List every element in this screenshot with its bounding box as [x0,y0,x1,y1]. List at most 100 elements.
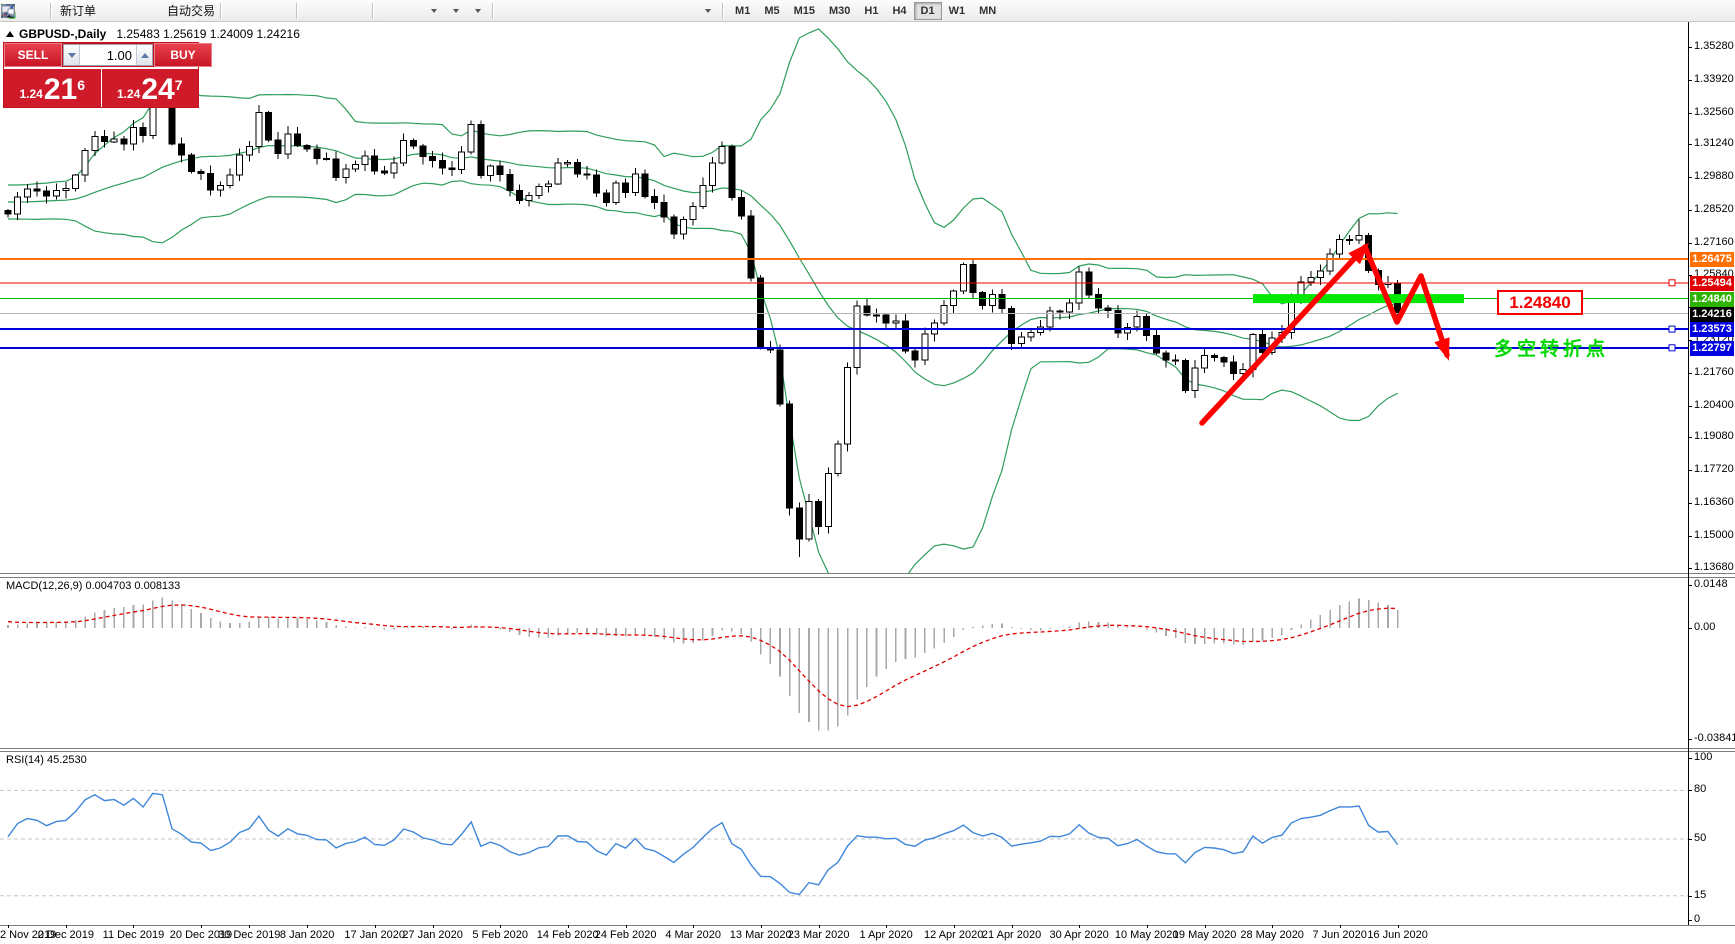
price-tick-label: 1.13680 [1694,560,1734,573]
collapse-panel-icon[interactable] [6,31,14,37]
timeframe-d1-button[interactable]: D1 [913,1,942,20]
turning-point-annotation[interactable]: 多空转折点 [1494,339,1610,360]
axis-tick [1688,502,1692,504]
expert-advisor-icon[interactable] [1,1,140,21]
date-tick-label: 20 Dec 2019 [169,929,233,941]
date-tick-label: 10 May 2020 [1114,929,1179,941]
line-handle[interactable] [1668,279,1676,287]
axis-tick [1688,405,1692,407]
volume-decrease-button[interactable] [64,45,80,65]
zoom-out-icon[interactable] [1,1,345,21]
dropdown-caret-icon[interactable] [475,8,482,13]
toolbar-separator [372,2,375,19]
chart-preview-icon[interactable] [1,1,45,21]
bollinger-band-line [8,180,1398,573]
trend-arrow[interactable] [1199,244,1368,426]
buy-button[interactable]: BUY [154,43,212,67]
date-tick-label: 8 Jan 2020 [279,929,335,941]
price-chart-canvas[interactable] [0,22,1688,573]
horizontal-line-icon[interactable] [1,1,585,21]
vertical-line-icon[interactable] [7,1,563,21]
price-tick-label: 1.29880 [1694,170,1734,183]
volume-increase-button[interactable] [136,45,152,65]
fibonacci-icon[interactable]: F [1,1,651,21]
timeframe-w1-button[interactable]: W1 [948,4,966,17]
arrows-icon[interactable] [2,1,717,21]
templates-icon[interactable] [1,1,487,21]
axis-tick [1688,79,1692,81]
toolbar-separator [220,2,223,19]
volume-input[interactable] [80,45,136,65]
signals-icon[interactable] [3,1,162,21]
pane-separator[interactable] [0,748,1735,752]
toolbar-separator [492,2,495,19]
support-band[interactable] [1253,294,1464,304]
macd-tick-label: 0.0148 [1694,578,1728,591]
trend-arrow[interactable] [1362,244,1450,358]
add-object-icon[interactable] [2,1,443,21]
line-handle[interactable] [1668,344,1676,352]
chat-icon[interactable] [1,1,1726,21]
line-chart-icon[interactable] [0,1,291,21]
date-tick [8,925,9,928]
autotrading-icon[interactable]: 自动交易 [2,1,215,21]
date-tick [1146,925,1148,928]
price-badge: 1.26475 [1690,252,1734,268]
price-axis-line [1688,22,1689,925]
rsi-pane-canvas[interactable] [0,752,1688,925]
line-handle[interactable] [1668,325,1676,333]
axis-tick [1688,839,1692,840]
bar-chart-icon[interactable] [2,1,247,21]
periods-icon[interactable] [1,1,465,21]
trendline-icon[interactable] [1,1,607,21]
buy-price-tile[interactable]: 1.24 24 7 [101,69,198,107]
channel-icon[interactable]: E [1,1,629,21]
indicators-add-icon[interactable] [2,1,421,21]
date-tick-label: 2 Dec 2019 [37,929,95,941]
timeframe-mn-button[interactable]: MN [979,4,997,17]
text-icon[interactable]: A [4,1,673,21]
new-order-icon[interactable]: 新订单 [2,1,96,21]
timeframe-m1-button[interactable]: M1 [735,4,751,17]
zoom-in-icon[interactable] [1,1,323,21]
date-tick-label: 19 May 2020 [1172,929,1237,941]
buy-price-small: 1.24 [116,87,141,101]
axis-tick [1688,567,1692,569]
market-watch-icon[interactable] [0,1,118,21]
sell-price-tile[interactable]: 1.24 21 6 [4,69,102,107]
search-icon[interactable] [1,1,1704,21]
axis-tick [1688,372,1692,374]
rsi-label: RSI(14) 45.2530 [6,754,87,766]
date-tick [953,925,955,928]
timeframe-m15-button[interactable]: M15 [793,4,815,17]
crosshair-icon[interactable] [1,1,541,21]
tile-windows-icon[interactable] [1,1,367,21]
timeframe-h1-button[interactable]: H1 [864,4,879,17]
dropdown-caret-icon[interactable] [453,8,460,13]
chart-window[interactable]: GBPUSD-,Daily 1.25483 1.25619 1.24009 1.… [0,22,1735,944]
cursor-icon[interactable] [4,1,519,21]
rsi-line [7,792,1399,896]
price-tick-label: 1.35280 [1694,40,1734,52]
axis-tick [1688,274,1692,276]
price-badge: 1.23573 [1690,322,1734,338]
date-tick [760,925,762,928]
dropdown-caret-icon[interactable] [431,8,438,13]
timeframe-m5-button[interactable]: M5 [764,4,780,17]
date-tick [1272,925,1274,928]
date-tick [567,925,569,928]
timeframe-h4-button[interactable]: H4 [892,4,907,17]
price-level-label[interactable]: 1.24840 [1497,290,1583,315]
candlestick-chart-icon[interactable] [2,1,269,21]
sell-button[interactable]: SELL [4,43,62,67]
dropdown-caret-icon[interactable] [705,8,712,13]
axis-tick [1688,177,1692,179]
pane-separator[interactable] [0,573,1735,578]
macd-pane-canvas[interactable] [0,578,1688,748]
text-label-icon[interactable]: T [1,1,695,21]
indicators-icon[interactable] [2,1,399,21]
timeframe-m30-button[interactable]: M30 [829,4,851,17]
rsi-tick-label: 15 [1694,888,1707,901]
rsi-tick-label: 50 [1694,832,1707,844]
